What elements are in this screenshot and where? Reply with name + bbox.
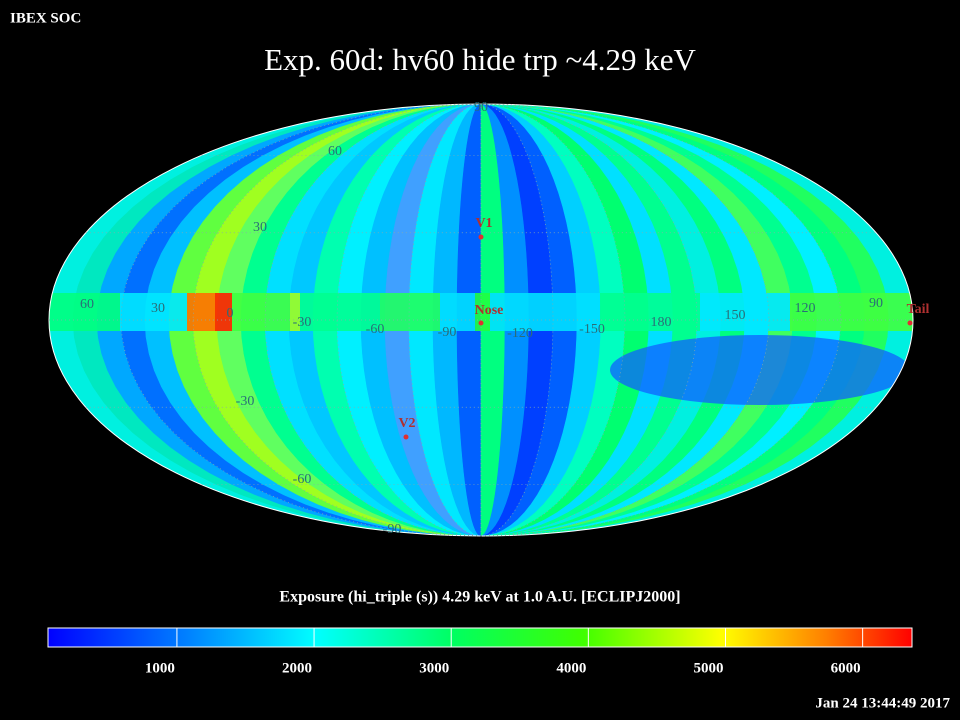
lon-label: -60 [366, 322, 385, 337]
lat-label: 30 [253, 220, 267, 235]
ecliptic-band [490, 293, 600, 331]
colorbar-tick-label: 5000 [693, 660, 723, 676]
ecliptic-band [187, 293, 215, 331]
colorbar-scale [47, 627, 913, 648]
lon-label: -30 [293, 315, 312, 330]
lon-label: 60 [80, 297, 94, 312]
colorbar-tick-label: 6000 [831, 660, 861, 676]
ecliptic-band [290, 293, 300, 331]
map-labels: 90 60 30 -30 -60 -90 60 30 0 -30 -60 -90 -120 -150 180… [80, 100, 930, 537]
ecliptic-band [49, 293, 120, 331]
ecliptic-band [215, 293, 232, 331]
lon-label: -150 [579, 322, 605, 337]
lon-label: 0 [227, 306, 234, 321]
lat-label: 60 [328, 144, 342, 159]
ecliptic-band [700, 293, 790, 331]
ecliptic-band [300, 293, 380, 331]
colorbar-tick-label: 1000 [145, 660, 175, 676]
ecliptic-band [232, 293, 290, 331]
marker-dot [907, 320, 913, 326]
sky-map [49, 104, 913, 536]
lat-label: -90 [383, 522, 402, 537]
colorbar-tick-label: 4000 [556, 660, 586, 676]
org-label: IBEX SOC [10, 10, 81, 26]
lon-label: 30 [151, 301, 165, 316]
ecliptic-band [380, 293, 440, 331]
marker-label: V1 [475, 216, 492, 231]
title: Exp. 60d: hv60 hide trp ~4.29 keV [264, 42, 696, 77]
graticule [49, 103, 913, 537]
ecliptic-band [600, 293, 700, 331]
colorbar: 1000 2000 3000 4000 5000 6000 [47, 627, 913, 676]
lon-label: 150 [725, 308, 746, 323]
marker-label: V2 [398, 416, 415, 431]
colorbar-tick-label: 3000 [419, 660, 449, 676]
map-patch [610, 335, 910, 405]
lat-label: -30 [236, 394, 255, 409]
marker-dot [478, 234, 484, 240]
colorbar-caption: Exposure (hi_triple (s)) 4.29 keV at 1.0… [279, 589, 680, 606]
ecliptic-band [120, 293, 187, 331]
lat-label: 90 [474, 100, 488, 115]
ecliptic-band [440, 293, 475, 331]
marker-label: Nose [475, 303, 504, 318]
lat-label: -60 [293, 472, 312, 487]
lon-label: 90 [869, 296, 883, 311]
lon-label: 120 [795, 301, 816, 316]
marker-label: Tail [907, 302, 930, 317]
lon-label: -120 [507, 326, 533, 341]
marker-dot [478, 320, 484, 326]
ecliptic-band [475, 293, 490, 331]
colorbar-tick-label: 2000 [282, 660, 312, 676]
marker-dot [403, 434, 409, 440]
lon-label: 180 [651, 315, 672, 330]
lon-label: -90 [438, 325, 457, 340]
timestamp: Jan 24 13:44:49 2017 [815, 695, 950, 711]
ecliptic-band [790, 293, 913, 331]
